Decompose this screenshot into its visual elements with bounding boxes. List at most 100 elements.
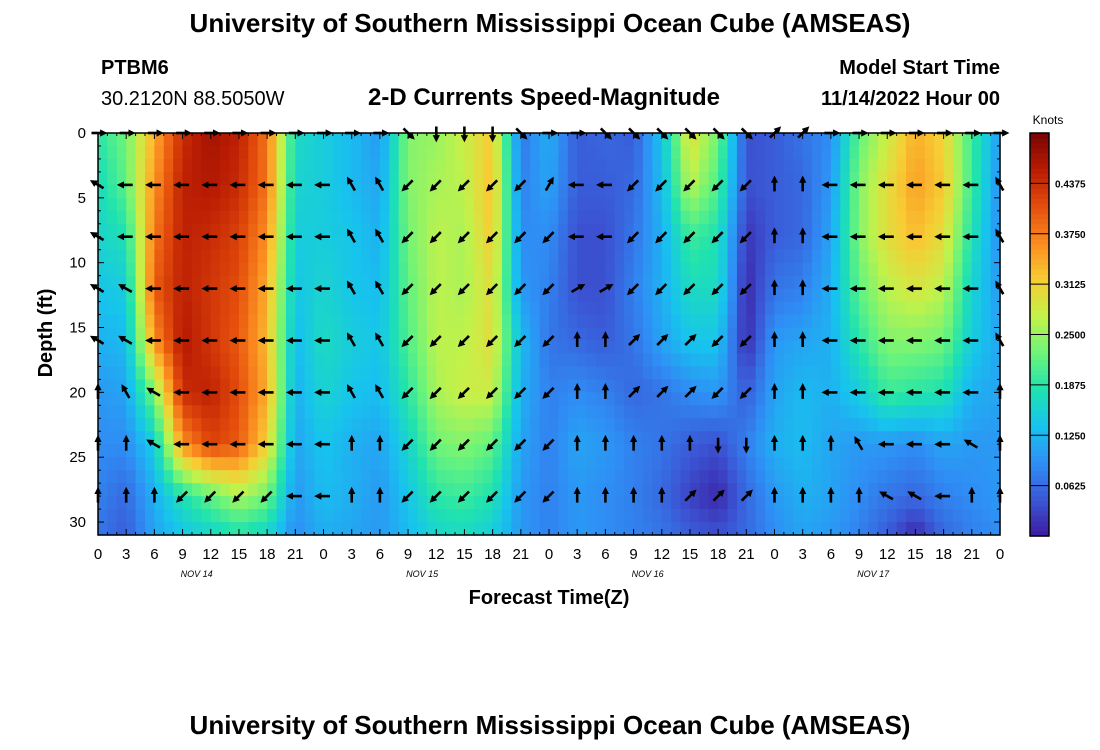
heatmap-cell xyxy=(295,210,306,225)
heatmap-cell xyxy=(661,509,672,523)
heatmap-cell xyxy=(765,210,776,225)
heatmap-cell xyxy=(812,509,823,523)
heatmap-cell xyxy=(98,314,108,329)
heatmap-cell xyxy=(558,236,569,251)
heatmap-cell xyxy=(652,431,663,445)
heatmap-cell xyxy=(154,327,165,342)
heatmap-cell xyxy=(877,327,888,342)
heatmap-cell xyxy=(859,522,870,536)
heatmap-cell xyxy=(173,210,184,225)
heatmap-cell xyxy=(511,496,522,510)
heatmap-cell xyxy=(971,444,982,458)
heatmap-cell xyxy=(408,327,419,342)
heatmap-cell xyxy=(342,392,353,406)
heatmap-cell xyxy=(689,392,700,406)
heatmap-cell xyxy=(793,405,804,419)
heatmap-cell xyxy=(304,249,315,264)
heatmap-cell xyxy=(887,405,898,419)
heatmap-cell xyxy=(558,184,569,199)
current-arrow xyxy=(429,438,442,451)
heatmap-cell xyxy=(173,522,184,536)
heatmap-cell xyxy=(163,223,174,238)
heatmap-cell xyxy=(539,340,550,355)
heatmap-cell xyxy=(342,483,353,497)
heatmap-cell xyxy=(896,133,907,147)
heatmap-cell xyxy=(577,262,588,277)
heatmap-cell xyxy=(774,340,785,355)
heatmap-cell xyxy=(182,457,193,471)
heatmap-cell xyxy=(285,522,296,536)
heatmap-cell xyxy=(539,366,550,380)
heatmap-cell xyxy=(304,431,315,445)
heatmap-cell xyxy=(398,275,409,290)
heatmap-cell xyxy=(830,236,841,251)
heatmap-cell xyxy=(238,327,249,342)
heatmap-cell xyxy=(332,301,343,316)
heatmap-cell xyxy=(408,509,419,523)
heatmap-cell xyxy=(342,431,353,445)
heatmap-cell xyxy=(953,418,964,432)
heatmap-cell xyxy=(370,314,381,329)
heatmap-cell xyxy=(238,133,249,147)
heatmap-cell xyxy=(783,197,794,212)
heatmap-cell xyxy=(248,470,259,484)
x-tick-label: 18 xyxy=(484,546,501,563)
heatmap-cell xyxy=(859,418,870,432)
heatmap-cell xyxy=(727,496,738,510)
heatmap-cell xyxy=(981,392,992,406)
heatmap-cell xyxy=(445,236,456,251)
heatmap-cell xyxy=(379,301,390,316)
colorbar-segment xyxy=(1030,349,1049,356)
heatmap-cell xyxy=(126,522,137,536)
heatmap-cell xyxy=(783,210,794,225)
heatmap-cell xyxy=(135,483,146,497)
heatmap-cell xyxy=(868,418,879,432)
heatmap-cell xyxy=(924,184,935,199)
heatmap-cell xyxy=(633,133,644,147)
heatmap-cell xyxy=(417,483,428,497)
heatmap-cell xyxy=(783,353,794,368)
heatmap-cell xyxy=(182,470,193,484)
y-tick-label: 25 xyxy=(69,449,86,466)
heatmap-cell xyxy=(135,509,146,523)
heatmap-cell xyxy=(934,366,945,380)
heatmap-cell xyxy=(887,496,898,510)
heatmap-cell xyxy=(126,444,137,458)
heatmap-cell xyxy=(642,418,653,432)
heatmap-cell xyxy=(812,431,823,445)
heatmap-cell xyxy=(182,418,193,432)
heatmap-cell xyxy=(718,496,729,510)
heatmap-cell xyxy=(389,405,400,419)
heatmap-cell xyxy=(699,457,710,471)
heatmap-cell xyxy=(642,184,653,199)
heatmap-cell xyxy=(483,301,494,316)
heatmap-cell xyxy=(135,249,146,264)
heatmap-cell xyxy=(868,145,879,160)
heatmap-cell xyxy=(924,145,935,160)
current-arrow xyxy=(514,334,527,348)
heatmap-cell xyxy=(868,184,879,199)
heatmap-cell xyxy=(144,145,155,160)
heatmap-cell xyxy=(332,210,343,225)
heatmap-cell xyxy=(661,184,672,199)
heatmap-cell xyxy=(257,457,268,471)
current-arrow xyxy=(514,231,527,244)
heatmap-cell xyxy=(746,171,757,186)
heatmap-cell xyxy=(210,431,221,445)
heatmap-cell xyxy=(699,133,710,147)
heatmap-cell xyxy=(718,210,729,225)
heatmap-cell xyxy=(492,275,503,290)
heatmap-cell xyxy=(633,275,644,290)
heatmap-cell xyxy=(718,301,729,316)
heatmap-cell xyxy=(520,431,531,445)
heatmap-cell xyxy=(304,366,315,380)
heatmap-cell xyxy=(577,509,588,523)
heatmap-cell xyxy=(652,366,663,380)
heatmap-cell xyxy=(605,405,616,419)
heatmap-cell xyxy=(361,184,372,199)
heatmap-cell xyxy=(304,145,315,160)
heatmap-cell xyxy=(981,457,992,471)
heatmap-cell xyxy=(812,145,823,160)
heatmap-cell xyxy=(436,275,447,290)
heatmap-cell xyxy=(257,133,268,147)
